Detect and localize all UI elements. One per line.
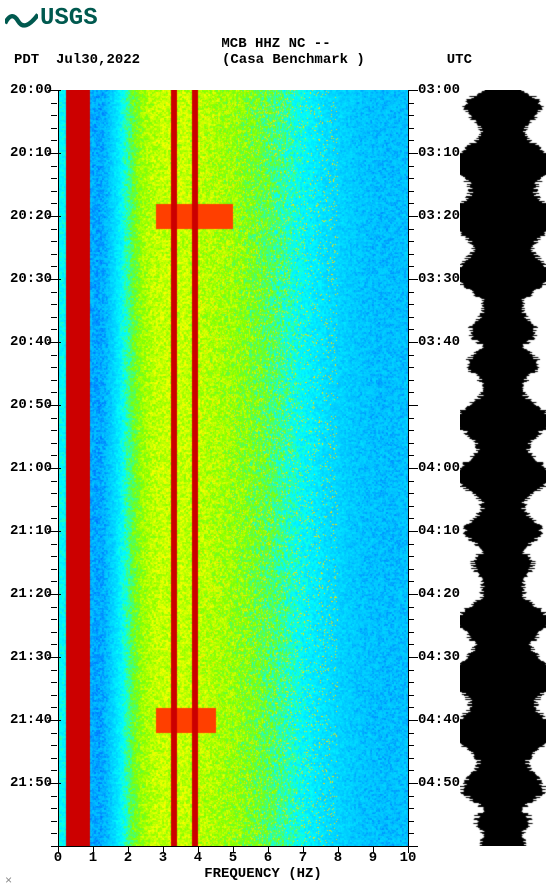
y-tick-left: 20:00 <box>0 82 52 98</box>
logo-text: USGS <box>40 5 98 32</box>
y-tick-right: 03:10 <box>418 145 460 161</box>
y-tick-left: 20:20 <box>0 208 52 224</box>
y-tick-right: 03:30 <box>418 271 460 287</box>
y-tick-left: 21:20 <box>0 586 52 602</box>
y-tick-right: 03:20 <box>418 208 460 224</box>
tz-left-label: PDT <box>14 52 39 68</box>
date-label: Jul30,2022 <box>56 52 140 68</box>
wave-icon <box>5 8 38 30</box>
y-tick-right: 03:00 <box>418 82 460 98</box>
corner-mark: × <box>5 874 12 888</box>
y-tick-right: 04:40 <box>418 712 460 728</box>
y-tick-right: 04:20 <box>418 586 460 602</box>
waveform-canvas <box>460 90 546 846</box>
y-tick-right: 04:30 <box>418 649 460 665</box>
y-tick-right: 04:50 <box>418 775 460 791</box>
y-tick-left: 21:50 <box>0 775 52 791</box>
y-tick-left: 20:10 <box>0 145 52 161</box>
station-code: MCB HHZ NC -- <box>0 36 552 52</box>
x-axis-label: FREQUENCY (HZ) <box>58 866 468 882</box>
tz-right-label: UTC <box>447 52 472 68</box>
chart-header: MCB HHZ NC -- PDT Jul30,2022 (Casa Bench… <box>0 36 552 68</box>
y-tick-left: 21:40 <box>0 712 52 728</box>
spectrogram-canvas <box>58 90 408 846</box>
y-tick-right: 04:10 <box>418 523 460 539</box>
y-tick-left: 21:00 <box>0 460 52 476</box>
y-tick-left: 20:30 <box>0 271 52 287</box>
y-tick-left: 21:30 <box>0 649 52 665</box>
y-tick-left: 21:10 <box>0 523 52 539</box>
station-desc: (Casa Benchmark ) <box>222 52 365 68</box>
y-tick-left: 20:50 <box>0 397 52 413</box>
usgs-logo: USGS <box>5 5 98 32</box>
y-tick-right: 03:40 <box>418 334 460 350</box>
y-tick-left: 20:40 <box>0 334 52 350</box>
y-tick-right: 04:00 <box>418 460 460 476</box>
